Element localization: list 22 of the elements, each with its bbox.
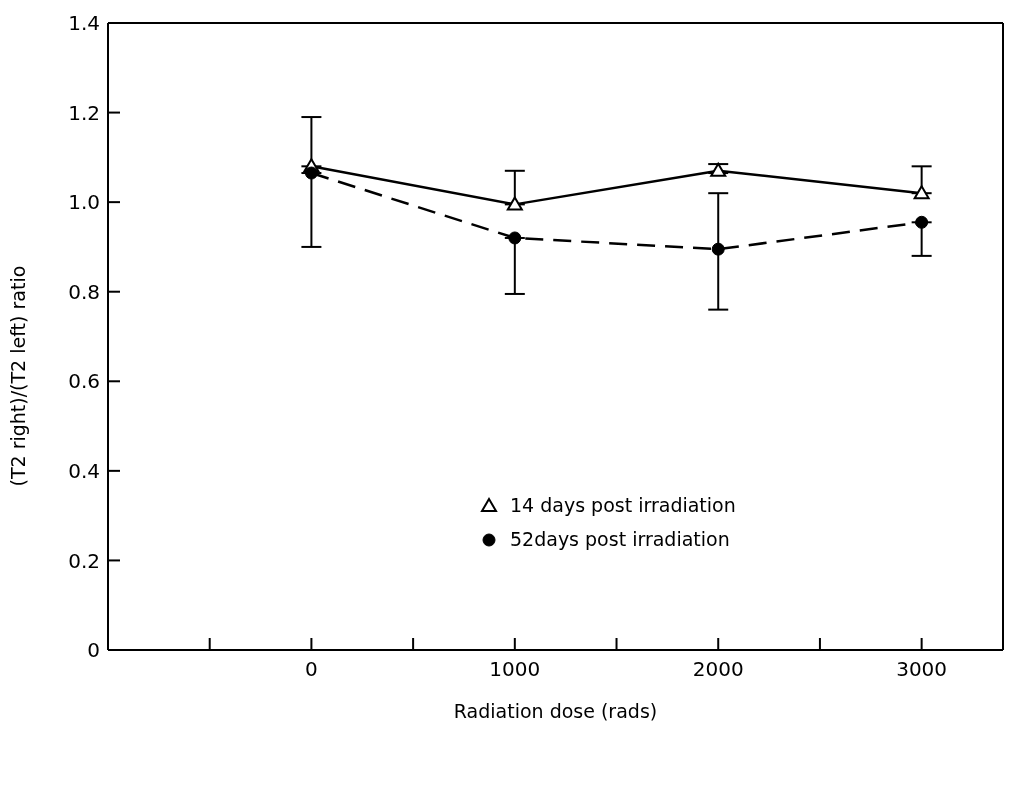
y-axis-title: (T2 right)/(T2 left) ratio — [6, 265, 29, 487]
x-tick-label: 1000 — [489, 657, 541, 682]
y-tick-label: 0.2 — [68, 548, 100, 573]
legend-label: 52days post irradiation — [510, 528, 730, 550]
point — [711, 242, 725, 256]
y-tick-label: 0.6 — [68, 369, 100, 394]
y-tick-label: 0.8 — [68, 279, 100, 304]
x-tick-label: 0 — [305, 657, 318, 682]
y-tick-label: 1.4 — [68, 11, 100, 36]
point — [304, 166, 318, 180]
x-tick-label: 3000 — [896, 657, 948, 682]
legend-label: 14 days post irradiation — [510, 494, 736, 516]
x-axis-title: Radiation dose (rads) — [453, 700, 658, 722]
point — [913, 185, 930, 200]
y-tick-label: 0 — [87, 638, 100, 663]
y-tick-label: 1.2 — [68, 100, 100, 125]
y-tick-label: 1.0 — [68, 190, 100, 215]
point — [508, 231, 522, 245]
point — [506, 196, 523, 211]
point — [915, 215, 929, 229]
x-tick-label: 2000 — [692, 657, 744, 682]
y-tick-label: 0.4 — [68, 458, 100, 483]
